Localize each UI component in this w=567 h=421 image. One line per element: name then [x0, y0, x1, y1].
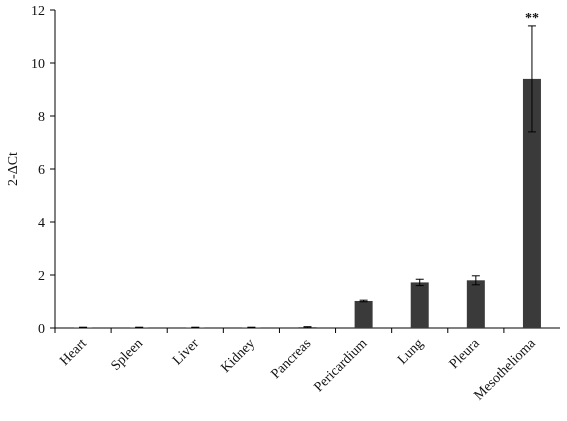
x-tick-label: Kidney — [218, 336, 258, 376]
annotation: ** — [525, 11, 539, 26]
y-tick-label: 8 — [38, 110, 45, 125]
x-tick-label: Pleura — [447, 336, 483, 372]
y-tick-label: 2 — [38, 269, 45, 284]
x-tick-label: Pancreas — [269, 336, 315, 382]
x-tick-label: Pericardium — [311, 336, 370, 395]
x-tick-label: Spleen — [108, 336, 146, 374]
y-tick-label: 6 — [38, 163, 45, 178]
bar — [354, 300, 373, 328]
y-tick-label: 12 — [31, 4, 45, 19]
y-tick-label: 0 — [38, 322, 45, 337]
y-axis-label: 2-ΔCt — [6, 152, 21, 186]
x-tick-label: Liver — [170, 336, 202, 368]
bar — [522, 78, 541, 329]
x-tick-label: Lung — [395, 336, 427, 368]
y-tick-label: 10 — [31, 57, 45, 72]
x-tick-label: Heart — [57, 336, 90, 369]
bar — [466, 280, 485, 328]
bar — [410, 282, 429, 328]
y-tick-label: 4 — [38, 216, 45, 231]
x-tick-label: Mesothelioma — [472, 336, 540, 404]
